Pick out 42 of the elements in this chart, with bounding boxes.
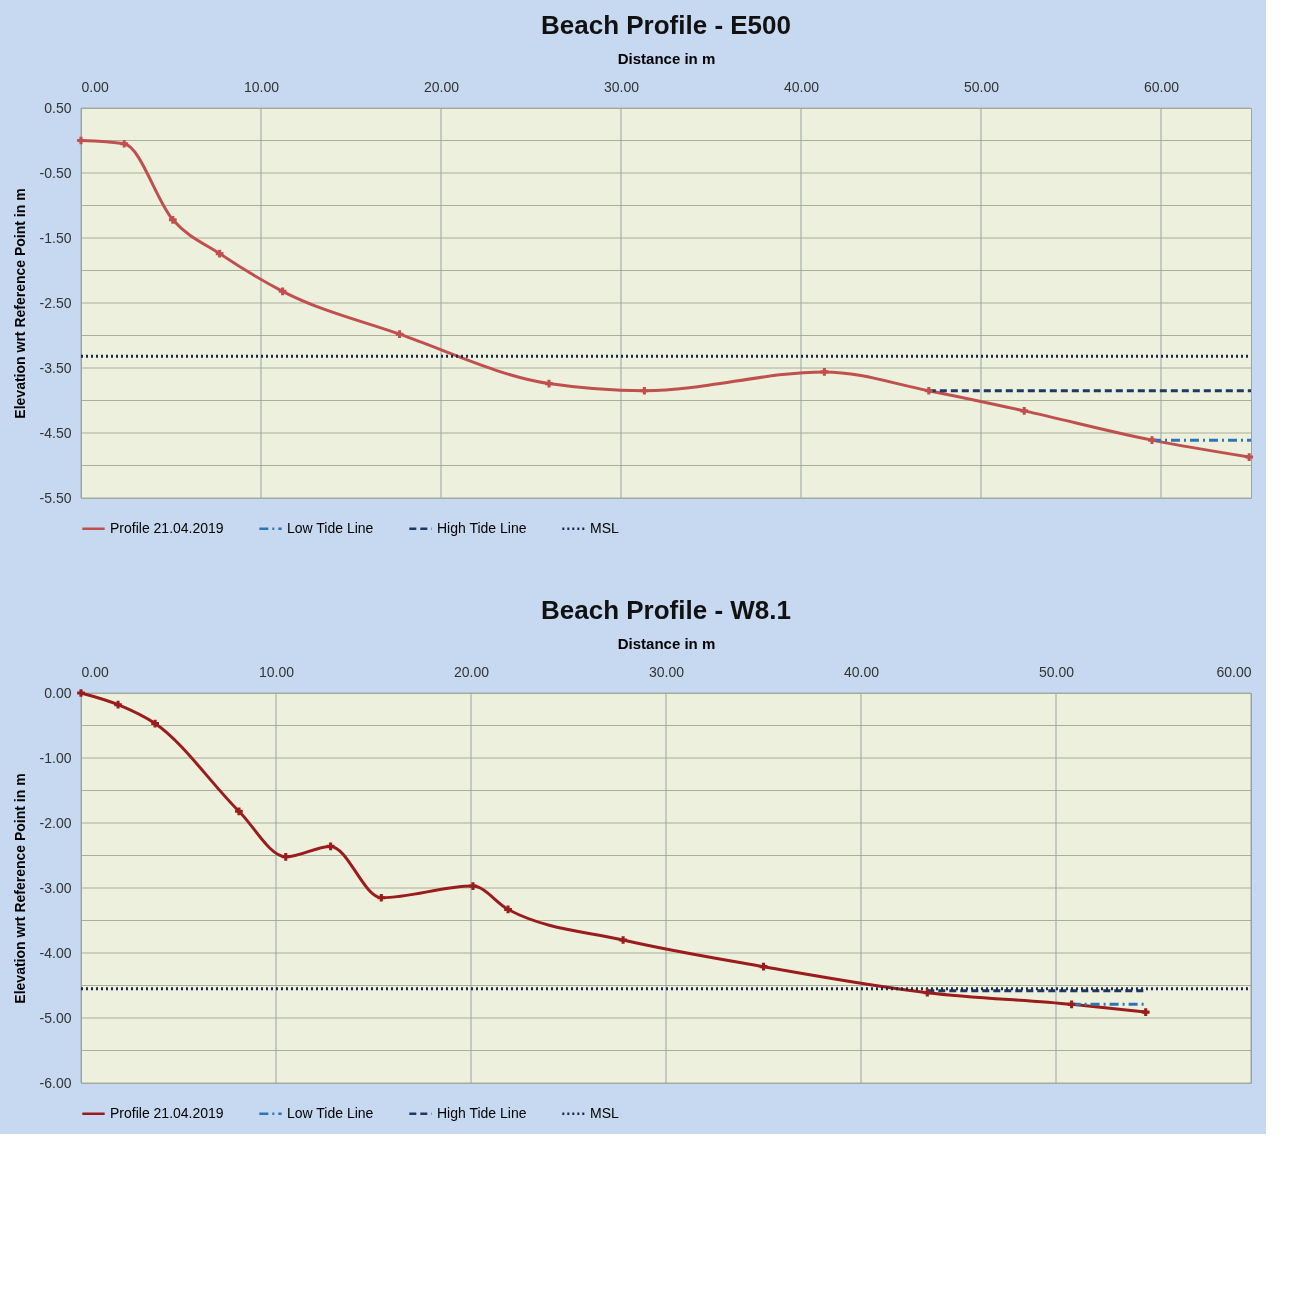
x-tick-label: 40.00 <box>783 78 820 95</box>
legend-label: Profile 21.04.2019 <box>110 1104 224 1121</box>
y-axis-title: Elevation wrt Reference Point in m <box>11 188 28 419</box>
x-tick-label: 40.00 <box>843 663 880 680</box>
y-tick-label: -0.50 <box>39 164 72 181</box>
y-axis-title: Elevation wrt Reference Point in m <box>11 773 28 1004</box>
x-tick-label: 30.00 <box>648 663 685 680</box>
x-tick-label: 0.00 <box>81 663 109 680</box>
x-tick-label: 10.00 <box>243 78 280 95</box>
legend-label: Low Tide Line <box>287 1104 374 1121</box>
x-tick-label: 50.00 <box>1038 663 1075 680</box>
y-tick-label: -3.50 <box>39 359 72 376</box>
legend-label: MSL <box>590 1104 619 1121</box>
chart-title: Beach Profile - E500 <box>541 10 791 40</box>
y-tick-label: -6.00 <box>39 1074 72 1091</box>
x-axis-title: Distance in m <box>617 49 716 67</box>
x-tick-label: 0.00 <box>81 78 109 95</box>
legend-label: Low Tide Line <box>287 519 374 536</box>
x-tick-label: 60.00 <box>1216 663 1252 680</box>
chart-title: Beach Profile - W8.1 <box>541 595 791 625</box>
y-tick-label: -4.50 <box>39 424 72 441</box>
x-tick-label: 20.00 <box>453 663 490 680</box>
x-tick-label: 30.00 <box>603 78 640 95</box>
y-tick-label: -2.00 <box>39 814 72 831</box>
y-tick-label: 0.50 <box>44 99 72 116</box>
x-tick-label: 10.00 <box>258 663 295 680</box>
y-tick-label: 0.00 <box>44 684 72 701</box>
legend-label: High Tide Line <box>437 1104 527 1121</box>
x-tick-label: 60.00 <box>1143 78 1180 95</box>
legend-label: MSL <box>590 519 619 536</box>
y-tick-label: -2.50 <box>39 294 72 311</box>
legend-label: High Tide Line <box>437 519 527 536</box>
x-tick-label: 20.00 <box>423 78 460 95</box>
y-tick-label: -5.00 <box>39 1009 72 1026</box>
y-tick-label: -4.00 <box>39 944 72 961</box>
y-tick-label: -1.50 <box>39 229 72 246</box>
x-tick-label: 50.00 <box>963 78 1000 95</box>
y-tick-label: -1.00 <box>39 749 72 766</box>
y-tick-label: -5.50 <box>39 489 72 506</box>
x-axis-title: Distance in m <box>617 634 716 652</box>
legend-label: Profile 21.04.2019 <box>110 519 224 536</box>
y-tick-label: -3.00 <box>39 879 72 896</box>
